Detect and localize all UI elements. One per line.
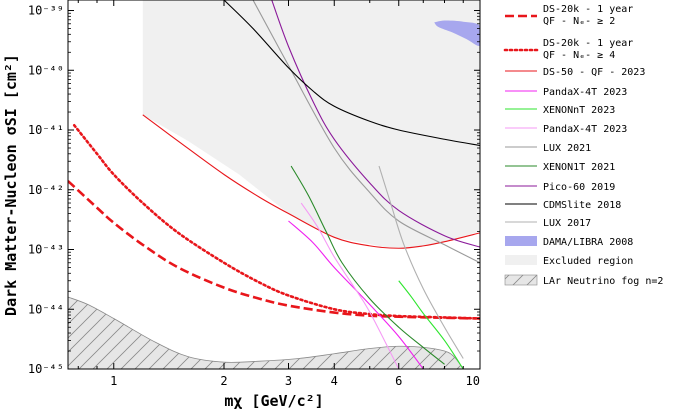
- x-tick-label: 10: [466, 374, 480, 388]
- series-line-2: [142, 114, 480, 249]
- y-axis-ticks: 10⁻³⁹ 10⁻⁴⁰ 10⁻⁴¹ 10⁻⁴² 10⁻⁴³ 10⁻⁴⁴ 10⁻⁴⁵: [28, 4, 480, 376]
- series-line-10: [378, 165, 464, 359]
- neutrino-fog-hatch: [68, 297, 464, 369]
- y-tick-label: 10⁻⁴⁰: [28, 63, 64, 77]
- x-tick-label: 2: [220, 374, 227, 388]
- series-line-9: [223, 0, 480, 147]
- series-line-7: [290, 165, 445, 365]
- series-lines: [68, 0, 480, 369]
- legend-label: Excluded region: [543, 256, 633, 267]
- y-tick-label: 10⁻⁴¹: [28, 123, 64, 137]
- series-line-5: [300, 202, 400, 369]
- legend-label: LUX 2021: [543, 143, 591, 154]
- legend-label: PandaX-4T 2023: [543, 87, 627, 98]
- legend-label: XENON1T 2021: [543, 162, 615, 173]
- series-line-4: [398, 280, 464, 369]
- legend-label: CDMSlite 2018: [543, 200, 621, 211]
- legend-label: DAMA/LIBRA 2008: [543, 237, 633, 248]
- dama-libra-region: [434, 20, 480, 46]
- x-tick-label: 4: [331, 374, 338, 388]
- x-tick-label: 1: [110, 374, 117, 388]
- series-line-3: [288, 220, 424, 369]
- legend-label: Pico-60 2019: [543, 182, 615, 193]
- series-line-8: [271, 0, 480, 248]
- series-line-1: [72, 123, 480, 320]
- legend-swatch: [505, 236, 537, 246]
- y-axis-label: Dark Matter-Nucleon σSI [cm²]: [2, 54, 20, 316]
- x-tick-label: 3: [285, 374, 292, 388]
- legend-label: DS-20k - 1 year QF - Nₑ- ≥ 4: [543, 38, 633, 61]
- legend-label: PandaX-4T 2023: [543, 124, 627, 135]
- legend-swatch: [505, 255, 537, 265]
- y-tick-label: 10⁻⁴⁴: [28, 302, 64, 316]
- legend-label: LAr Neutrino fog n=2: [543, 276, 663, 287]
- x-axis-label: mχ [GeV/c²]: [224, 392, 323, 410]
- series-line-6: [252, 0, 480, 264]
- legend-label: XENONnT 2023: [543, 105, 615, 116]
- y-tick-label: 10⁻⁴²: [28, 183, 64, 197]
- x-tick-label: 6: [395, 374, 402, 388]
- legend-swatch-hatch: [505, 275, 537, 285]
- shaded-regions: [68, 0, 480, 369]
- excluded-region: [142, 0, 480, 249]
- neutrino-fog-edge: [68, 296, 464, 369]
- legend-label: DS-50 - QF - 2023: [543, 67, 645, 78]
- y-tick-label: 10⁻⁴⁵: [28, 362, 64, 376]
- x-axis-ticks: 1 2 3 4 6 10: [77, 0, 481, 388]
- legend-label: DS-20k - 1 year QF - Nₑ- ≥ 2: [543, 4, 633, 27]
- legend: DS-20k - 1 year QF - Nₑ- ≥ 2 DS-20k - 1 ye…: [503, 4, 663, 287]
- legend-label: LUX 2017: [543, 218, 591, 229]
- y-tick-label: 10⁻³⁹: [28, 4, 64, 18]
- y-tick-label: 10⁻⁴³: [28, 243, 64, 257]
- plot-frame: [67, 0, 481, 370]
